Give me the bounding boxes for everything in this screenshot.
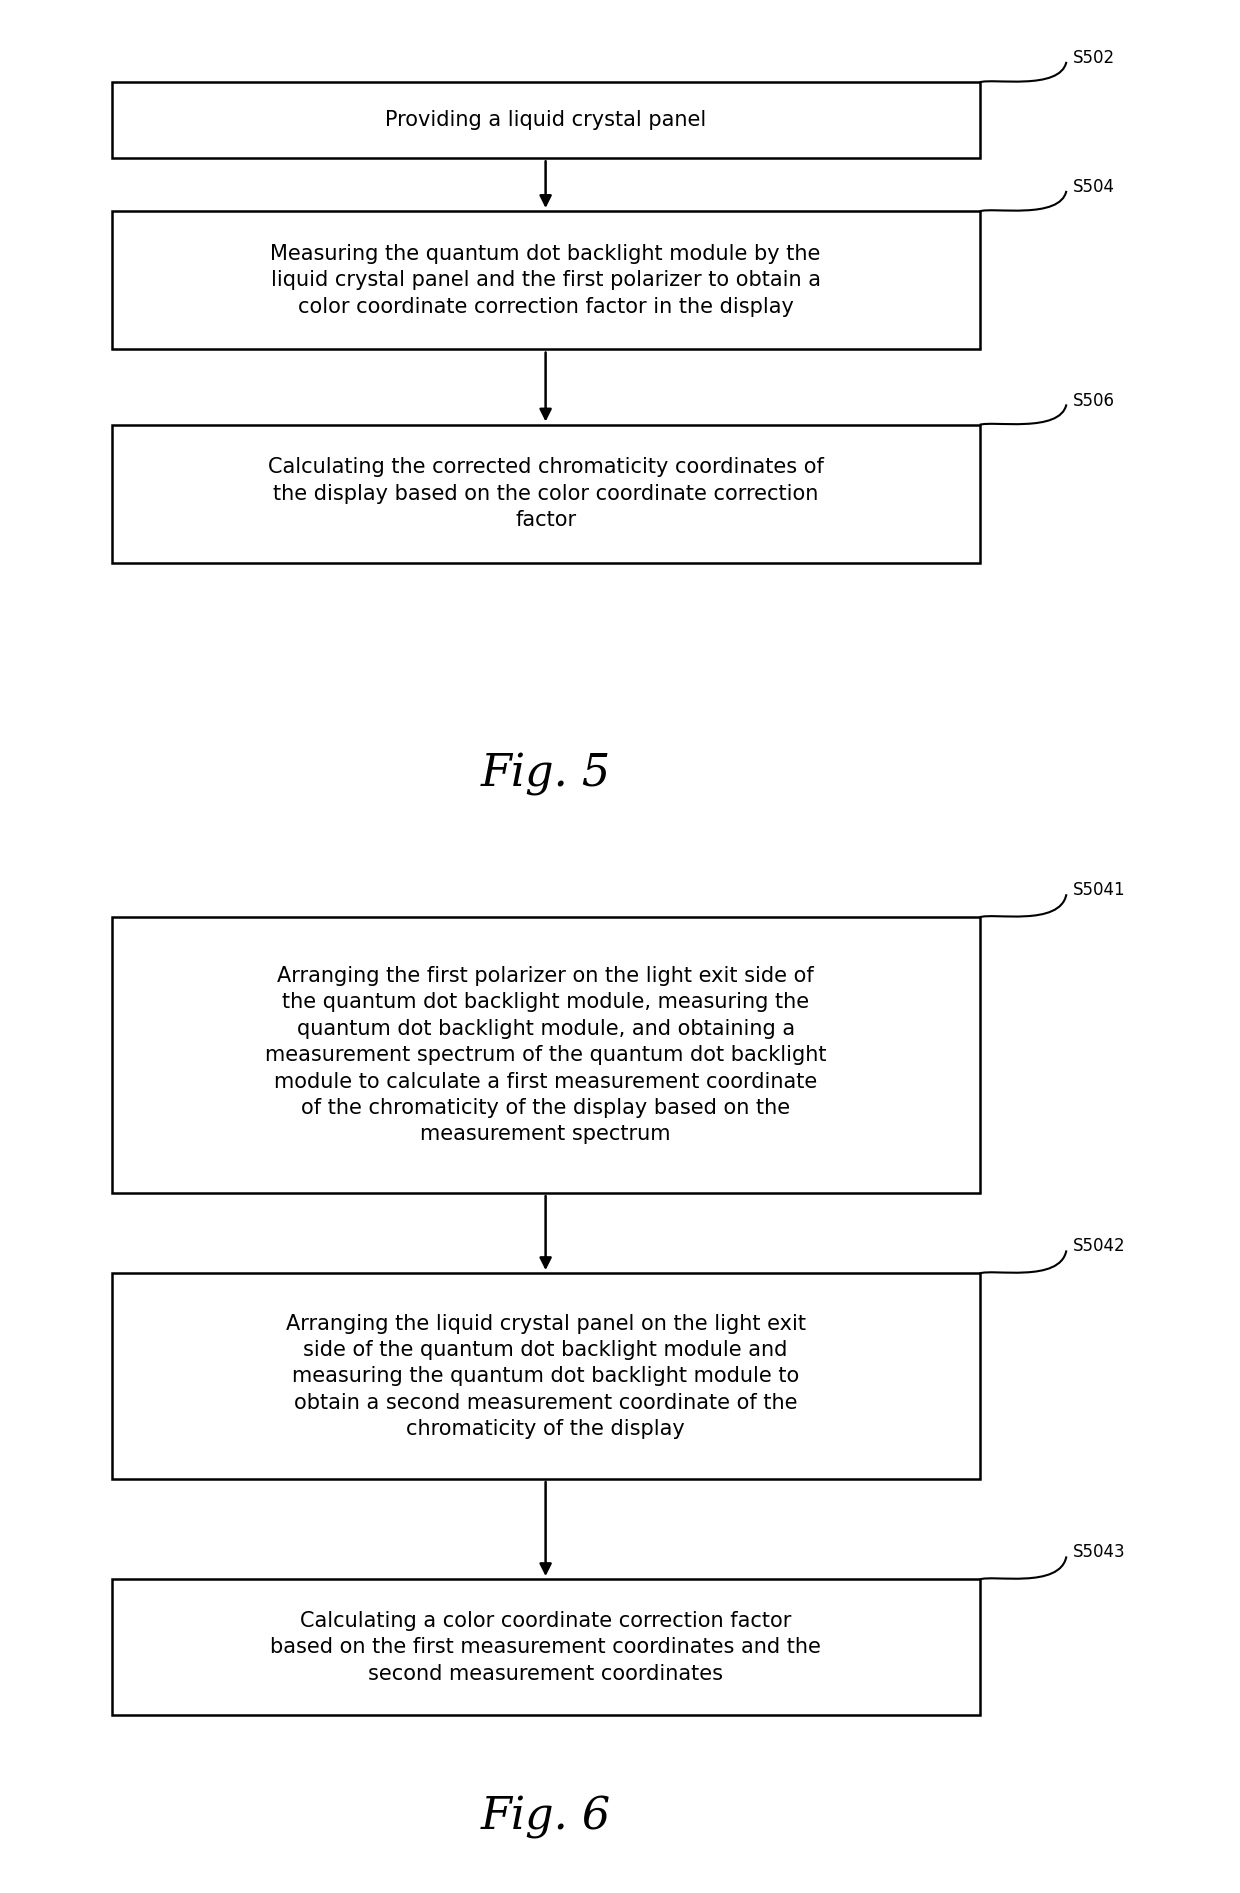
Text: S506: S506 xyxy=(1073,392,1115,409)
FancyBboxPatch shape xyxy=(112,424,980,562)
FancyBboxPatch shape xyxy=(112,1274,980,1478)
FancyBboxPatch shape xyxy=(112,918,980,1193)
Text: Arranging the liquid crystal panel on the light exit
side of the quantum dot bac: Arranging the liquid crystal panel on th… xyxy=(285,1314,806,1439)
Text: Fig. 6: Fig. 6 xyxy=(480,1796,611,1840)
Text: S5042: S5042 xyxy=(1073,1238,1125,1255)
Text: Providing a liquid crystal panel: Providing a liquid crystal panel xyxy=(384,110,707,131)
FancyBboxPatch shape xyxy=(112,212,980,348)
FancyBboxPatch shape xyxy=(112,1579,980,1715)
FancyBboxPatch shape xyxy=(112,81,980,157)
Text: Calculating a color coordinate correction factor
based on the first measurement : Calculating a color coordinate correctio… xyxy=(270,1611,821,1683)
Text: S5041: S5041 xyxy=(1073,882,1125,899)
Text: Fig. 5: Fig. 5 xyxy=(480,752,611,795)
Text: S504: S504 xyxy=(1073,178,1115,197)
Text: S5043: S5043 xyxy=(1073,1543,1125,1562)
Text: Arranging the first polarizer on the light exit side of
the quantum dot backligh: Arranging the first polarizer on the lig… xyxy=(265,965,826,1145)
Text: Measuring the quantum dot backlight module by the
liquid crystal panel and the f: Measuring the quantum dot backlight modu… xyxy=(270,244,821,316)
Text: Calculating the corrected chromaticity coordinates of
the display based on the c: Calculating the corrected chromaticity c… xyxy=(268,458,823,530)
Text: S502: S502 xyxy=(1073,49,1115,68)
